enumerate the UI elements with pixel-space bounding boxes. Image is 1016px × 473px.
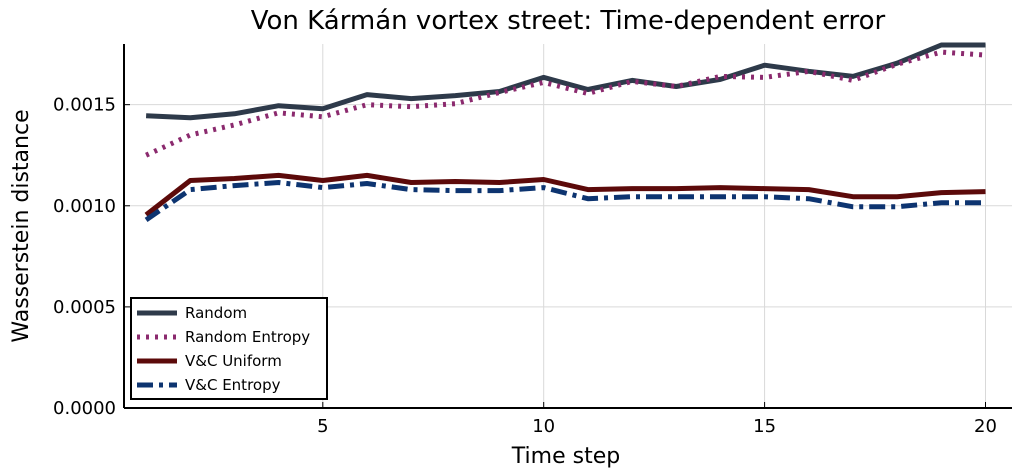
y-ticks: 0.0000 0.0005 0.0010 0.0015 [53,95,130,419]
x-axis-label: Time step [511,444,620,469]
x-tick-label: 15 [753,416,776,437]
y-axis-label: Wasserstein distance [9,109,34,342]
legend-label: Random [185,304,247,322]
y-tick-label: 0.0010 [53,196,116,217]
plot-area [144,42,986,222]
series-line-3 [144,172,986,217]
chart-title: Von Kármán vortex street: Time-dependent… [251,6,886,36]
y-tick-label: 0.0015 [53,95,116,116]
x-tick-label: 20 [974,416,997,437]
legend-label: V&C Entropy [185,376,281,394]
legend-label: Random Entropy [185,328,310,346]
x-ticks: 5 10 15 20 [317,402,997,437]
legend-label: V&C Uniform [185,352,282,370]
legend: Random Random Entropy V&C Uniform V&C Entro… [130,297,328,400]
x-tick-label: 10 [532,416,555,437]
y-tick-label: 0.0005 [53,297,116,318]
series-line-1 [145,42,986,121]
series-line-2 [145,49,986,158]
x-tick-label: 5 [317,416,328,437]
series-line-4 [144,180,986,222]
y-tick-label: 0.0000 [53,398,116,419]
